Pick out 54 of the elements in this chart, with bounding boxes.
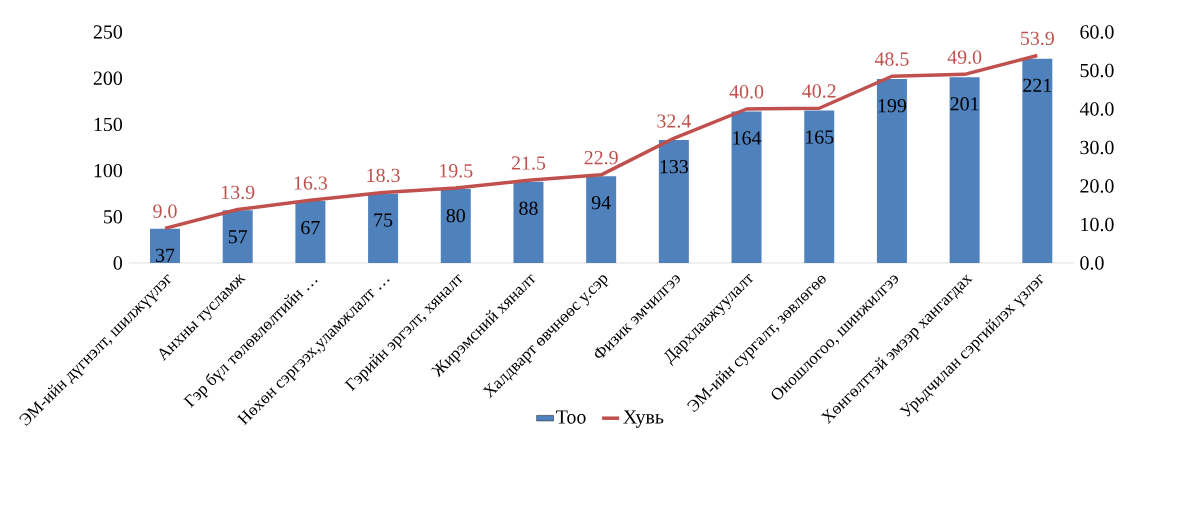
bar: [731, 111, 762, 263]
data-label: 21.5: [511, 156, 546, 170]
data-label: 221: [1023, 78, 1052, 92]
y-tick-label: 150: [94, 117, 123, 132]
data-label: 75: [374, 213, 393, 227]
data-label: 19.5: [440, 164, 473, 178]
bar: [949, 77, 980, 263]
data-label: 18.3: [367, 168, 400, 183]
bar: [368, 193, 399, 263]
y2-tick-label: 40.0: [1079, 102, 1114, 116]
bar: [876, 79, 907, 263]
data-label: 80: [446, 208, 465, 223]
data-label: 40.2: [802, 84, 836, 98]
data-label: 199: [878, 98, 907, 113]
data-label: 201: [950, 97, 979, 111]
data-label: 133: [660, 159, 689, 174]
data-label: 67: [301, 220, 320, 235]
data-label: 32.4: [657, 114, 691, 128]
y-tick-label: 50: [104, 210, 123, 224]
data-label: 9.0: [153, 204, 177, 218]
y2-tick-label: 60.0: [1080, 25, 1114, 39]
bar: [440, 189, 471, 263]
bar: [586, 176, 617, 263]
bar: [295, 201, 326, 263]
data-label: 22.9: [584, 150, 618, 165]
data-label: 40.0: [729, 85, 764, 99]
data-label: 49.0: [947, 50, 982, 64]
bar: [513, 181, 544, 263]
bar: [658, 140, 689, 263]
y-tick-label: 200: [93, 71, 123, 85]
bar: [804, 110, 835, 263]
bar: [222, 210, 253, 263]
y2-tick-label: 50.0: [1080, 63, 1114, 78]
data-label: 94: [591, 195, 611, 210]
y2-tick-label: 30.0: [1080, 140, 1114, 155]
y-tick-label: 250: [93, 25, 123, 39]
data-label: 48.5: [874, 52, 909, 66]
bar: [150, 228, 180, 263]
data-label: 37: [155, 248, 175, 263]
legend-label: Хувь: [623, 410, 664, 428]
y-tick-label: 0: [113, 256, 123, 270]
y2-tick-label: 0.0: [1080, 256, 1104, 270]
data-label: 13.9: [222, 185, 255, 200]
data-label: 57: [228, 230, 248, 244]
y2-tick-label: 20.0: [1080, 179, 1114, 193]
y2-tick-label: 10.0: [1081, 217, 1114, 232]
data-label: 16.3: [294, 176, 328, 190]
y-tick-label: 100: [94, 163, 123, 178]
data-label: 88: [519, 201, 538, 215]
data-label: 165: [806, 130, 834, 144]
data-label: 164: [733, 131, 762, 145]
legend-label: Тоо: [556, 410, 586, 424]
data-label: 53.9: [1021, 31, 1054, 46]
bar: [1022, 58, 1053, 263]
